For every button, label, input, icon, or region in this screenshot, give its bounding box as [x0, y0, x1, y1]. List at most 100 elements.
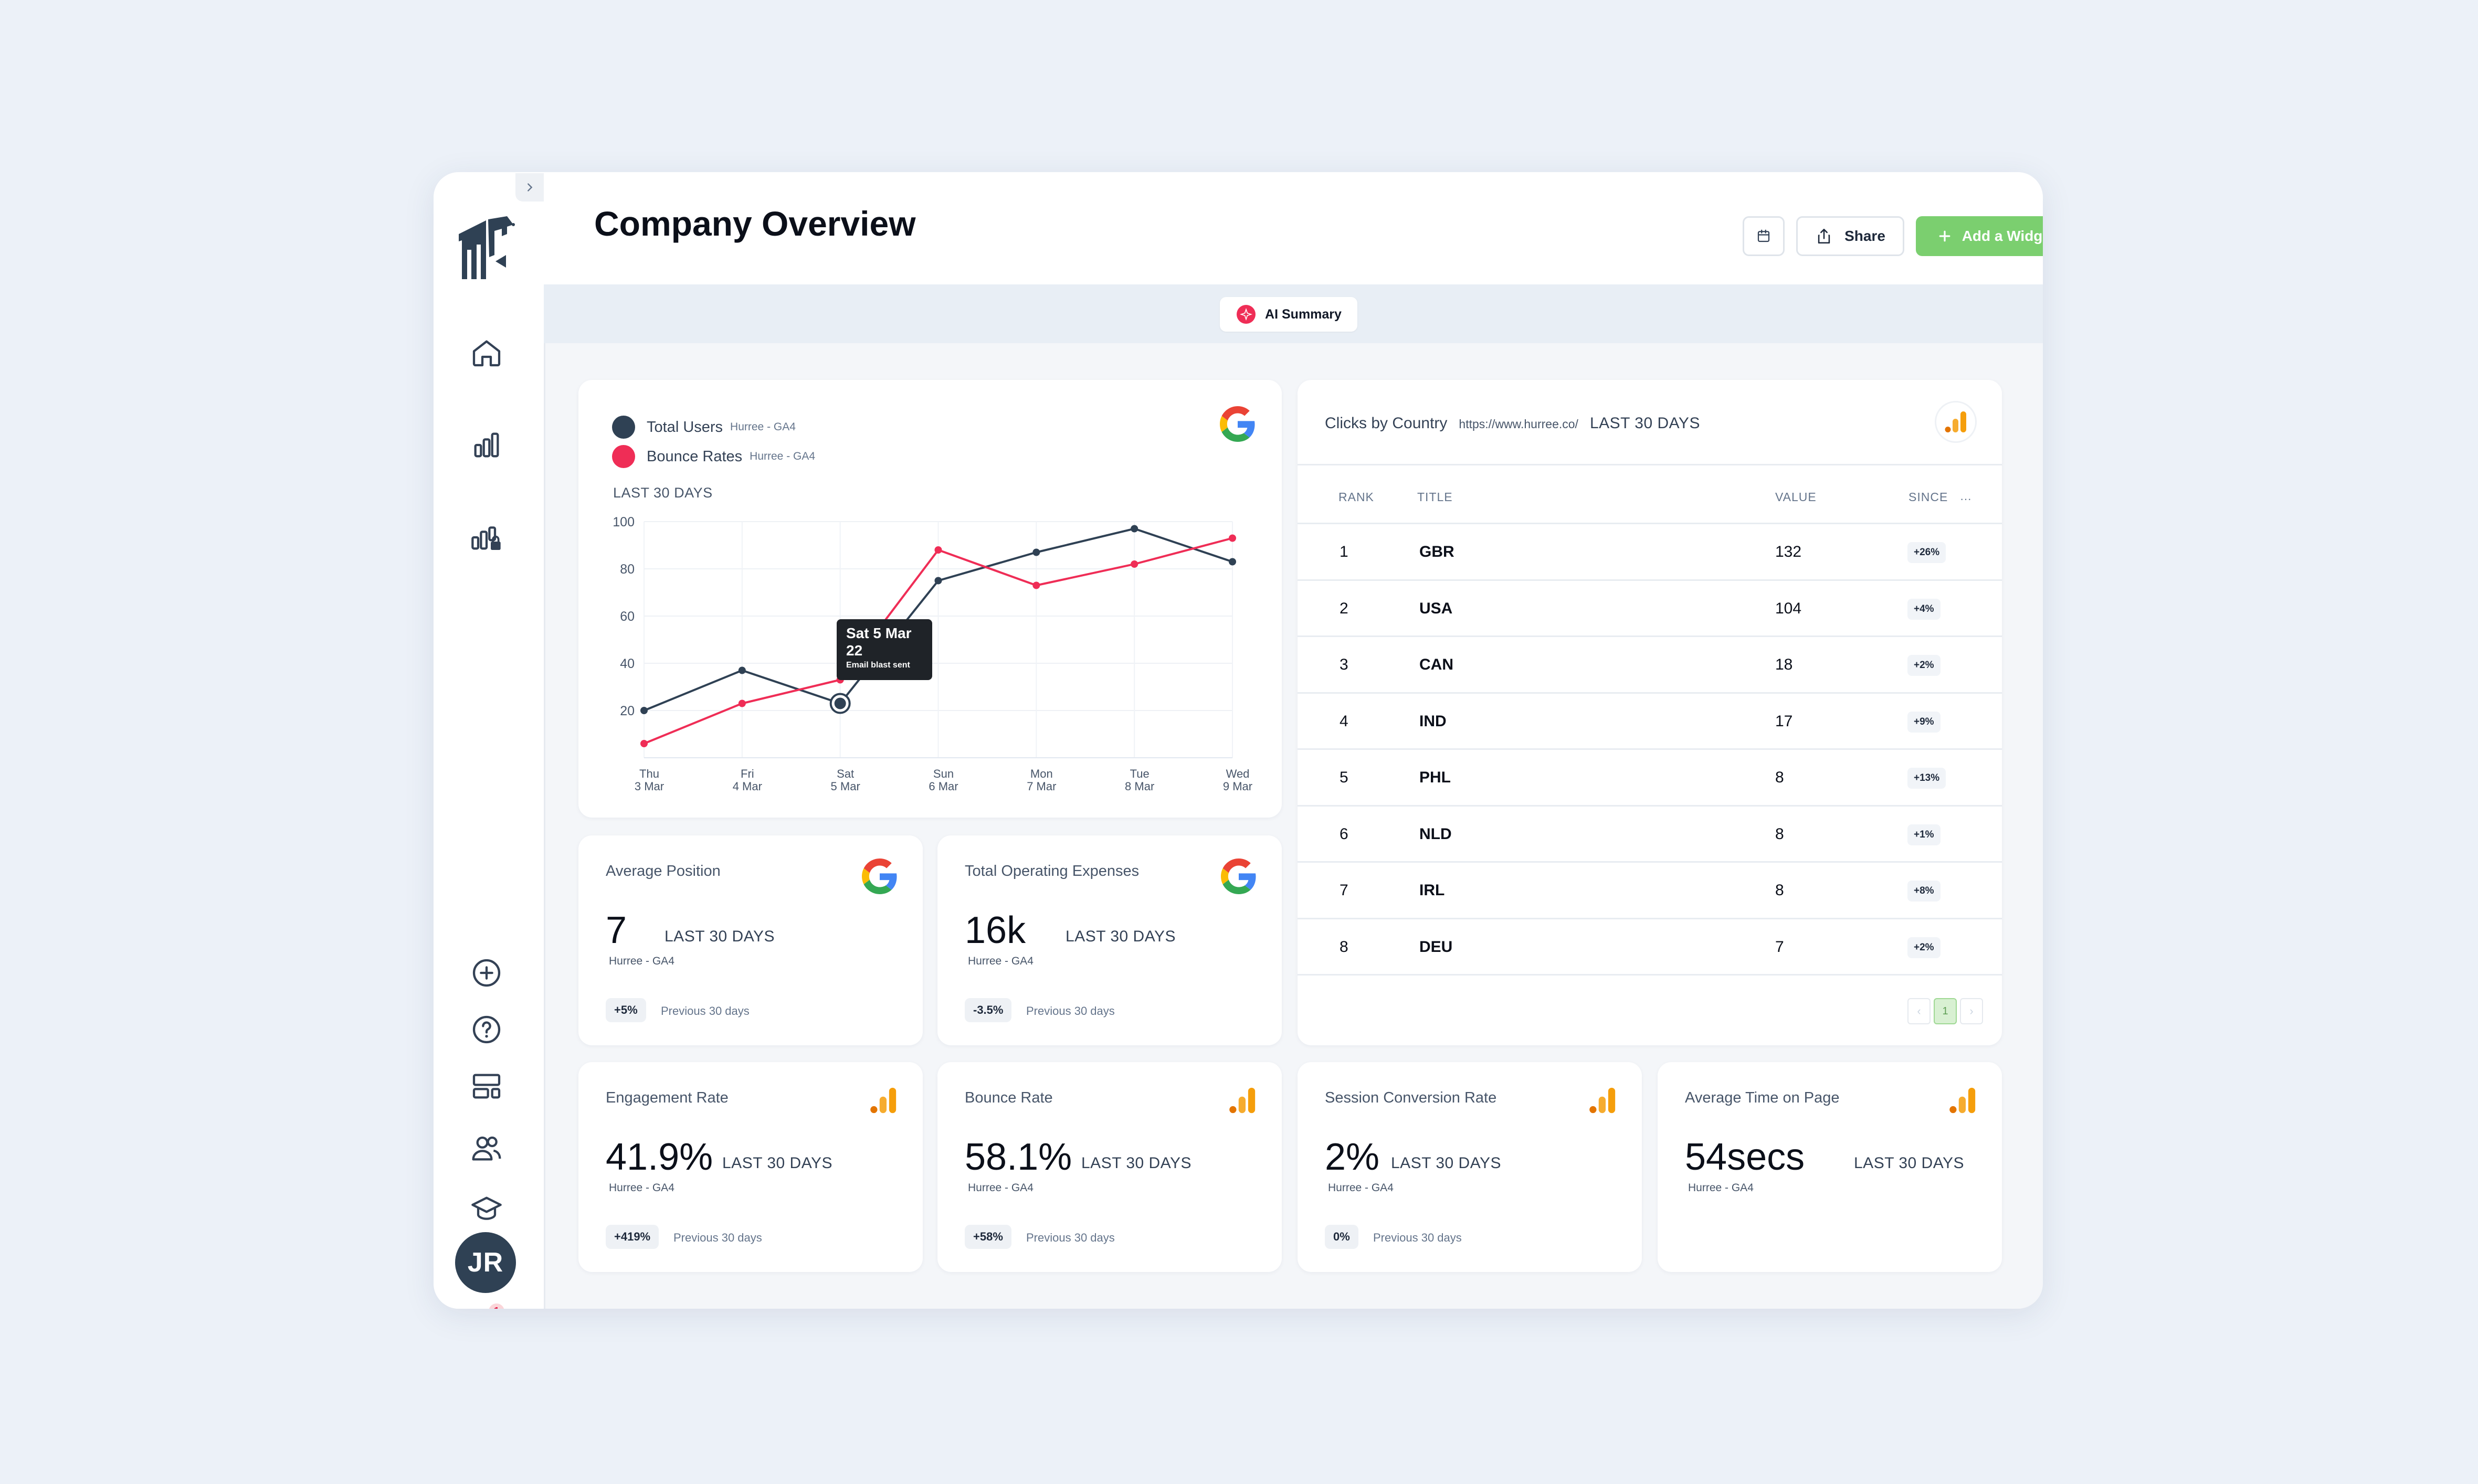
pagination-page-current[interactable]: 1	[1934, 998, 1957, 1024]
nav-help[interactable]	[468, 1011, 505, 1048]
stat-card[interactable]: Session Conversion Rate 2% LAST 30 DAYS …	[1298, 1062, 1642, 1272]
nav-academy[interactable]	[468, 1190, 505, 1228]
pagination-next-button[interactable]: ›	[1960, 998, 1983, 1024]
data-point[interactable]	[640, 707, 648, 714]
google-icon	[1220, 406, 1255, 442]
stat-card[interactable]: Average Position 7 LAST 30 DAYS Hurree -…	[578, 835, 923, 1045]
clicks-by-country-card[interactable]: Clicks by Country https://www.hurree.co/…	[1298, 380, 2002, 1045]
nav-layout[interactable]	[468, 1067, 505, 1105]
table-row[interactable]: 8 DEU 7 +2%	[1298, 917, 2002, 975]
analytics-source-badge	[1935, 401, 1977, 443]
legend-item-total-users[interactable]: Total Users Hurree - GA4	[612, 416, 796, 439]
data-point[interactable]	[1131, 525, 1138, 533]
column-options-icon[interactable]: ···	[1960, 492, 1971, 505]
stat-value: 2%	[1325, 1136, 1380, 1178]
nav-analytics[interactable]	[468, 426, 505, 464]
stat-card[interactable]: Engagement Rate 41.9% LAST 30 DAYS Hurre…	[578, 1062, 923, 1272]
stat-source: Hurree - GA4	[1688, 1182, 1754, 1194]
cell-title: IND	[1419, 712, 1447, 730]
cell-title: NLD	[1419, 825, 1452, 843]
date-picker-button[interactable]	[1743, 216, 1785, 256]
share-button[interactable]: Share	[1796, 216, 1904, 256]
legend-label: Bounce Rates	[647, 448, 743, 465]
stat-previous-label: Previous 30 days	[1373, 1231, 1462, 1244]
cell-value: 8	[1775, 769, 1784, 786]
legend-label: Total Users	[647, 418, 723, 436]
pagination-prev-button[interactable]: ‹	[1907, 998, 1931, 1024]
table-row[interactable]: 6 NLD 8 +1%	[1298, 804, 2002, 862]
table-row[interactable]: 2 USA 104 +4%	[1298, 579, 2002, 637]
table-card-url[interactable]: https://www.hurree.co/	[1459, 417, 1578, 431]
add-widget-button[interactable]: Add a Widget	[1916, 216, 2043, 256]
notification-badge: 1	[489, 1303, 504, 1309]
stat-previous-label: Previous 30 days	[661, 1004, 750, 1017]
ai-summary-bar: AI Summary	[544, 284, 2043, 343]
google-analytics-icon	[868, 1085, 906, 1123]
cell-value: 17	[1775, 712, 1793, 730]
y-tick-label: 60	[620, 609, 635, 624]
ai-summary-button[interactable]: AI Summary	[1220, 297, 1357, 332]
tooltip-note: Email blast sent	[846, 661, 910, 670]
table-row[interactable]: 7 IRL 8 +8%	[1298, 861, 2002, 918]
cell-since-badge: +2%	[1907, 937, 1941, 958]
table-card-range: LAST 30 DAYS	[1589, 415, 1700, 432]
google-analytics-icon	[1945, 411, 1966, 432]
data-point[interactable]	[738, 666, 746, 674]
stat-card[interactable]: Total Operating Expenses 16k LAST 30 DAY…	[937, 835, 1282, 1045]
table-row[interactable]: 3 CAN 18 +2%	[1298, 635, 2002, 693]
avatar[interactable]: JR	[455, 1232, 516, 1293]
line-chart-card[interactable]: Total Users Hurree - GA4 Bounce Rates Hu…	[578, 380, 1282, 818]
column-header-rank[interactable]: RANK	[1338, 490, 1374, 504]
table-row[interactable]: 1 GBR 132 +26%	[1298, 523, 2002, 580]
stat-range: LAST 30 DAYS	[1081, 1154, 1191, 1172]
x-tick-label: Wed	[1226, 767, 1250, 780]
column-header-value[interactable]: VALUE	[1775, 490, 1817, 504]
cell-rank: 5	[1340, 769, 1348, 786]
table-row[interactable]: 4 IND 17 +9%	[1298, 692, 2002, 749]
logo-icon[interactable]	[457, 213, 520, 281]
x-tick-label: Sun	[933, 767, 954, 780]
stat-card[interactable]: Average Time on Page 54secs LAST 30 DAYS…	[1658, 1062, 2002, 1272]
data-point[interactable]	[1229, 534, 1236, 542]
nav-locked-analytics[interactable]	[468, 518, 505, 556]
data-point[interactable]	[934, 577, 942, 585]
y-tick-label: 20	[620, 704, 635, 718]
academy-icon	[471, 1196, 502, 1220]
sidebar-collapse-button[interactable]	[515, 173, 544, 202]
data-point[interactable]	[640, 740, 648, 747]
column-header-since[interactable]: SINCE	[1908, 490, 1948, 504]
stat-previous-label: Previous 30 days	[1026, 1231, 1115, 1244]
stat-previous-label: Previous 30 days	[673, 1231, 762, 1244]
stat-change-badge: -3.5%	[965, 998, 1012, 1022]
data-point[interactable]	[1229, 558, 1236, 566]
nav-notifications[interactable]: 1	[468, 1303, 505, 1309]
data-point[interactable]	[1032, 548, 1040, 556]
header: Company Overview Share Add a Widget	[544, 172, 2043, 284]
nav-add[interactable]	[468, 954, 505, 992]
table-row[interactable]: 5 PHL 8 +13%	[1298, 748, 2002, 805]
layout-icon	[472, 1074, 501, 1099]
home-icon	[472, 340, 501, 367]
legend-source: Hurree - GA4	[750, 450, 816, 462]
nav-users[interactable]	[468, 1129, 505, 1167]
column-header-title[interactable]: TITLE	[1417, 490, 1453, 504]
cell-value: 8	[1775, 825, 1784, 843]
data-point[interactable]	[934, 546, 942, 554]
cell-rank: 6	[1340, 825, 1348, 843]
data-point[interactable]	[1131, 560, 1138, 568]
users-icon	[472, 1136, 501, 1161]
data-point[interactable]	[738, 699, 746, 707]
data-point[interactable]	[1032, 581, 1040, 589]
legend-item-bounce-rates[interactable]: Bounce Rates Hurree - GA4	[612, 445, 815, 468]
legend-swatch	[612, 416, 635, 439]
stat-range: LAST 30 DAYS	[1066, 928, 1176, 945]
nav-home[interactable]	[468, 334, 505, 372]
cell-since-badge: +4%	[1907, 598, 1941, 620]
stat-card[interactable]: Bounce Rate 58.1% LAST 30 DAYS Hurree - …	[937, 1062, 1282, 1272]
divider	[1298, 974, 2002, 976]
stat-title: Total Operating Expenses	[965, 863, 1140, 879]
add-widget-label: Add a Widget	[1962, 228, 2043, 244]
cell-value: 132	[1775, 543, 1802, 560]
cell-since-badge: +26%	[1907, 542, 1946, 563]
